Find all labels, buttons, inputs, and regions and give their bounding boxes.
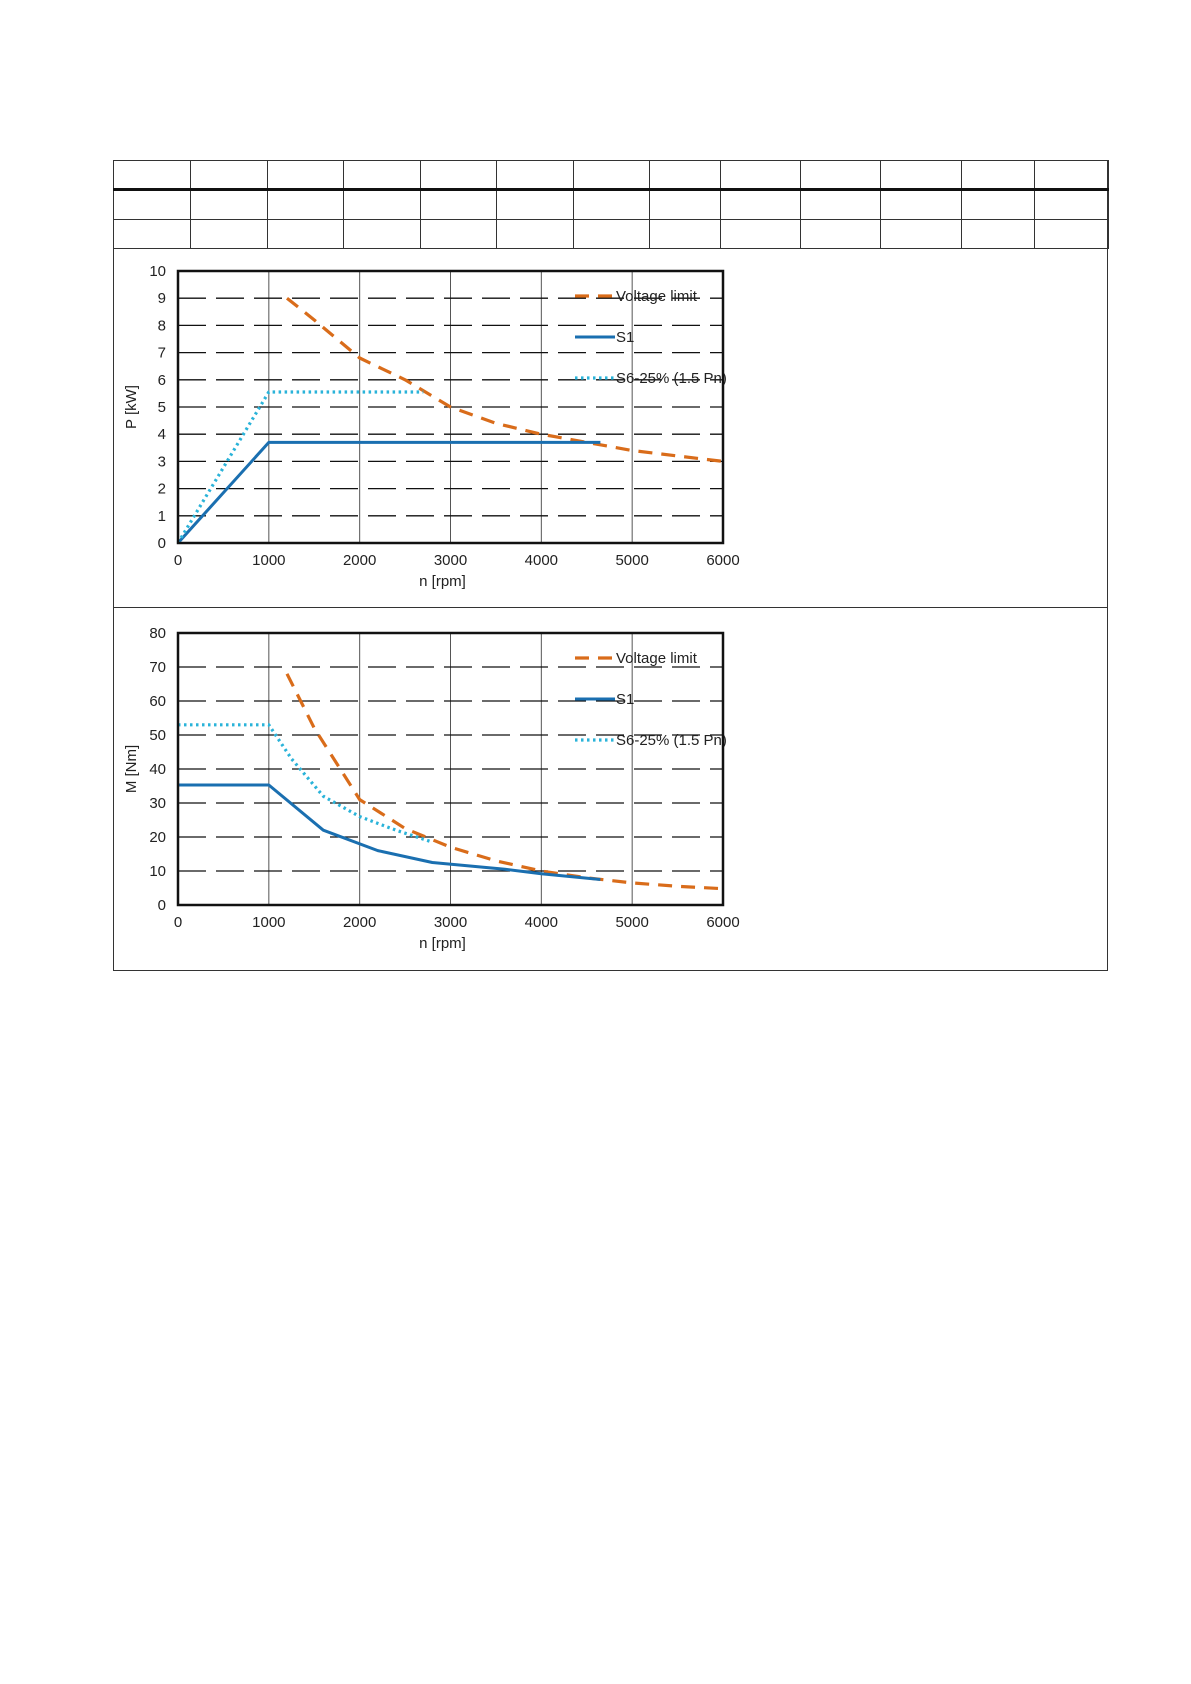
table-cell	[1034, 219, 1109, 249]
torque-ytick-label: 60	[149, 693, 166, 710]
torque-ytick-label: 30	[149, 795, 166, 812]
table-cell	[496, 189, 574, 220]
table-cell	[573, 189, 650, 220]
power-ytick-label: 1	[158, 508, 166, 525]
power-legend-label: S1	[616, 329, 634, 346]
table-cell	[113, 219, 191, 249]
power-ytick-label: 6	[158, 372, 166, 389]
table-cell	[113, 160, 191, 191]
table-cell	[420, 160, 497, 191]
table-row	[113, 160, 1109, 191]
power-speed-chart: Voltage limit S1 S6-25% (1.5 Pn) 0 1 2 3 4 5 6 7 8 9…	[123, 263, 740, 590]
power-xtick-label: 6000	[706, 552, 739, 569]
table-cell	[420, 219, 497, 249]
table-cell	[343, 189, 421, 220]
table-cell	[496, 219, 574, 249]
power-series-3-line	[176, 390, 424, 544]
power-ytick-label: 9	[158, 290, 166, 307]
table-cell	[880, 219, 962, 249]
table-cell	[420, 189, 497, 220]
table-cell	[267, 160, 344, 191]
power-legend-label: Voltage limit	[616, 288, 698, 305]
table-cell	[961, 160, 1035, 191]
table-cell	[720, 189, 801, 220]
power-series-1-line	[286, 296, 724, 463]
torque-xtick-label: 3000	[434, 914, 467, 931]
torque-series-2-line	[178, 783, 601, 881]
power-ytick-label: 0	[158, 535, 166, 552]
table-cell	[343, 219, 421, 249]
torque-ytick-label: 0	[158, 897, 166, 914]
table-cell	[649, 219, 721, 249]
torque-series-3-line	[178, 723, 433, 844]
torque-ytick-label: 20	[149, 829, 166, 846]
torque-xtick-label: 1000	[252, 914, 285, 931]
power-xtick-label: 2000	[343, 552, 376, 569]
table-cell	[190, 219, 268, 249]
table-cell	[573, 160, 650, 191]
table-cell	[1034, 189, 1109, 220]
torque-legend-label: S1	[616, 691, 634, 708]
table-cell	[649, 160, 721, 191]
torque-xtick-label: 2000	[343, 914, 376, 931]
power-xtick-label: 5000	[615, 552, 648, 569]
torque-ytick-label: 50	[149, 727, 166, 744]
power-series-2-line	[176, 440, 601, 545]
table-cell	[800, 160, 881, 191]
power-plot-frame	[176, 269, 725, 545]
torque-xaxis-label: n [rpm]	[419, 935, 466, 952]
table-cell	[496, 160, 574, 191]
power-xtick-label: 4000	[525, 552, 558, 569]
table-cell	[880, 189, 962, 220]
torque-ytick-label: 40	[149, 761, 166, 778]
torque-xtick-label: 5000	[615, 914, 648, 931]
table-cell	[267, 189, 344, 220]
table-cell	[720, 160, 801, 191]
table-row	[113, 189, 1109, 220]
torque-speed-chart: Voltage limit S1 S6-25% (1.5 Pn) 0 10 20 30 40 5…	[123, 625, 740, 952]
table-cell	[573, 219, 650, 249]
torque-xtick-label: 0	[174, 914, 182, 931]
power-xaxis-label: n [rpm]	[419, 573, 466, 590]
table-cell	[880, 160, 962, 191]
table-cell	[800, 189, 881, 220]
table-cell	[190, 160, 268, 191]
torque-xtick-label: 6000	[706, 914, 739, 931]
table-cell	[720, 219, 801, 249]
torque-yaxis-label: M [Nm]	[123, 745, 140, 793]
power-ytick-label: 10	[149, 263, 166, 280]
table-cell	[961, 189, 1035, 220]
torque-ytick-label: 80	[149, 625, 166, 642]
table-cell	[190, 189, 268, 220]
spec-table	[113, 160, 1109, 249]
torque-plot-frame	[176, 631, 725, 907]
table-cell	[1034, 160, 1109, 191]
power-xtick-label: 3000	[434, 552, 467, 569]
power-ytick-label: 2	[158, 481, 166, 498]
table-cell	[800, 219, 881, 249]
power-xtick-label: 1000	[252, 552, 285, 569]
torque-legend-label: Voltage limit	[616, 650, 698, 667]
table-cell	[961, 219, 1035, 249]
power-yaxis-label: P [kW]	[123, 385, 140, 429]
torque-ytick-label: 10	[149, 863, 166, 880]
power-ytick-label: 8	[158, 317, 166, 334]
power-ytick-label: 5	[158, 399, 166, 416]
table-cell	[267, 219, 344, 249]
table-row	[113, 219, 1109, 249]
power-ytick-label: 7	[158, 345, 166, 362]
torque-ytick-label: 70	[149, 659, 166, 676]
torque-xtick-label: 4000	[525, 914, 558, 931]
power-legend-label: S6-25% (1.5 Pn)	[616, 370, 727, 387]
power-ytick-label: 4	[158, 426, 166, 443]
power-xtick-label: 0	[174, 552, 182, 569]
torque-series-1-line	[285, 673, 724, 891]
torque-legend-label: S6-25% (1.5 Pn)	[616, 732, 727, 749]
table-cell	[649, 189, 721, 220]
power-ytick-label: 3	[158, 453, 166, 470]
section-divider	[113, 607, 1108, 608]
table-cell	[113, 189, 191, 220]
table-cell	[343, 160, 421, 191]
